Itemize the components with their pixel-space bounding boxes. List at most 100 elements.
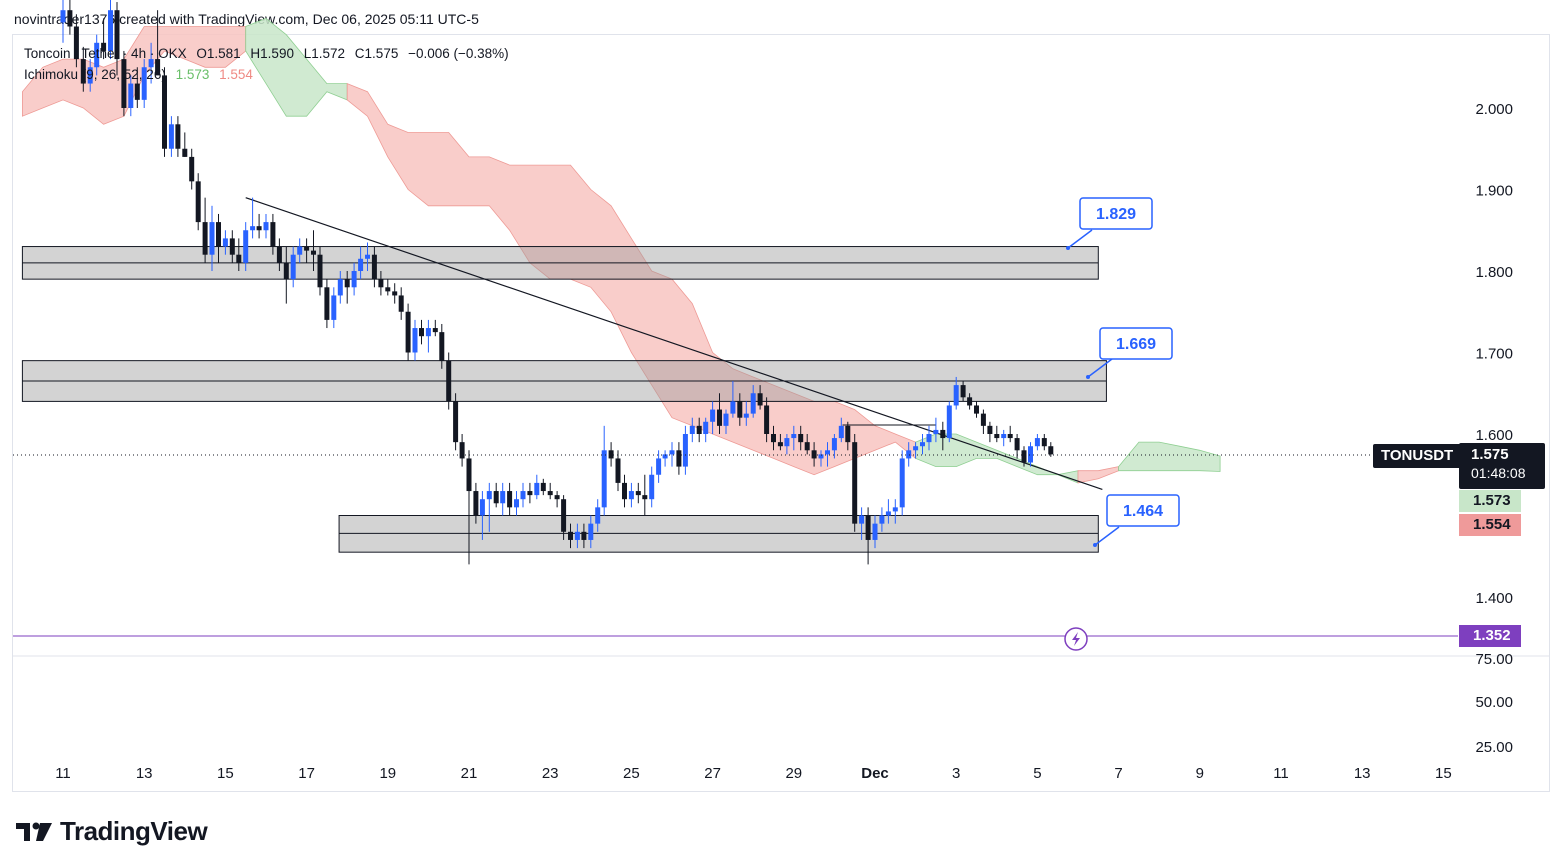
time-axis-label: 3: [952, 765, 960, 782]
callout-1464[interactable]: 1.464: [1093, 494, 1180, 547]
last-price-value: 1.575: [1471, 446, 1509, 463]
candle-body: [642, 495, 648, 500]
indicator-name[interactable]: Ichimoku (9, 26, 52, 26): [24, 67, 166, 82]
candle-body: [80, 59, 86, 84]
candle-body: [195, 181, 201, 223]
candle-body: [595, 507, 601, 524]
time-axis-label: 29: [785, 765, 802, 782]
candle-bullish: [946, 401, 952, 443]
candle-bearish: [385, 279, 391, 296]
candle-bearish: [162, 67, 167, 157]
candle-bullish: [1027, 442, 1033, 467]
legend-symbol[interactable]: Toncoin / Tether · 4h · OKX: [24, 46, 187, 61]
candle-body: [953, 385, 959, 406]
candle-bearish: [561, 495, 567, 540]
candle-bullish: [1034, 434, 1040, 451]
candle-body: [60, 10, 66, 23]
candle-body: [831, 438, 837, 451]
tradingview-logo[interactable]: TradingView: [16, 816, 208, 847]
candle-bearish: [1014, 434, 1020, 459]
candle-bullish: [588, 515, 594, 549]
candle-bullish: [838, 417, 844, 443]
time-axis-label: 5: [1033, 765, 1041, 782]
sub-axis: 75.00 50.00 25.00: [1475, 651, 1513, 756]
time-axis-label: 23: [542, 765, 559, 782]
time-axis-label: 15: [217, 765, 234, 782]
candle-bearish: [757, 385, 763, 410]
candle-body: [351, 271, 357, 288]
time-axis-label: Dec: [861, 765, 889, 782]
candle-body: [514, 499, 520, 508]
candle-bullish: [723, 409, 729, 434]
candle-bearish: [852, 434, 858, 532]
candle-bullish: [128, 75, 134, 117]
candle-bearish: [615, 450, 621, 492]
candle-body: [1034, 438, 1040, 447]
candle-bearish: [283, 246, 289, 304]
candle-body: [324, 287, 330, 320]
candle-bullish: [87, 59, 93, 92]
candle-bullish: [791, 425, 797, 451]
candle-body: [974, 405, 979, 414]
candle-bearish: [182, 132, 188, 157]
candle-body: [493, 491, 499, 504]
candle-body: [940, 429, 946, 439]
candle-body: [581, 531, 587, 540]
candle-bullish: [297, 238, 303, 263]
candle-body: [811, 450, 817, 459]
candle-body: [168, 124, 174, 149]
candle-body: [568, 531, 573, 540]
candle-bearish: [940, 421, 946, 451]
candle-bullish: [824, 442, 830, 467]
candle-bearish: [114, 2, 120, 76]
price-axis-label: 1.800: [1475, 264, 1513, 281]
candle-bearish: [608, 442, 614, 467]
candle-body: [378, 279, 384, 288]
candle-bearish: [73, 14, 79, 68]
time-axis-label: 19: [379, 765, 396, 782]
chart-frame[interactable]: [12, 34, 1550, 792]
price-axis-label: 1.700: [1475, 346, 1513, 363]
candle-bearish: [717, 393, 723, 434]
candle-body: [236, 254, 242, 263]
time-axis-label: 7: [1114, 765, 1122, 782]
candle-bullish: [649, 466, 655, 508]
callout-1829[interactable]: 1.829: [1066, 197, 1153, 250]
candle-bearish: [642, 474, 648, 516]
candle-bullish: [222, 230, 228, 255]
candle-bearish: [967, 393, 973, 410]
candle-body: [804, 442, 810, 451]
candle-bearish: [236, 238, 242, 271]
candle-body: [628, 491, 634, 500]
candle-bearish: [459, 434, 465, 467]
candle-bearish: [554, 491, 560, 508]
candle-bullish: [331, 287, 337, 329]
candle-bullish: [520, 482, 526, 508]
alert-icon[interactable]: [1064, 627, 1088, 651]
candle-body: [662, 454, 668, 459]
candle-body: [371, 254, 377, 280]
candle-bullish: [730, 381, 736, 418]
candle-bearish: [811, 442, 817, 467]
candle-body: [547, 491, 553, 496]
candle-bearish: [1007, 425, 1013, 443]
time-axis-label: 27: [704, 765, 721, 782]
candle-bearish: [581, 523, 587, 549]
time-axis: 11 13 15 17 19 21 23 25 27 29 Dec 3 5 7 9 11 13 15: [55, 765, 1452, 782]
candle-bearish: [155, 10, 161, 76]
candle-bearish: [317, 246, 323, 296]
candle-bullish: [689, 417, 695, 443]
candle-body: [601, 450, 607, 508]
countdown-value: 01:48:08: [1471, 465, 1526, 481]
candle-body: [94, 42, 100, 68]
candle-body: [906, 450, 912, 459]
callout-1669[interactable]: 1.669: [1086, 327, 1173, 379]
candle-body: [222, 238, 228, 247]
candle-body: [561, 499, 567, 532]
candle-body: [87, 67, 93, 84]
candle-bearish: [256, 213, 262, 239]
candle-bullish: [656, 450, 662, 483]
candle-bearish: [134, 67, 140, 108]
candle-bullish: [250, 197, 256, 239]
